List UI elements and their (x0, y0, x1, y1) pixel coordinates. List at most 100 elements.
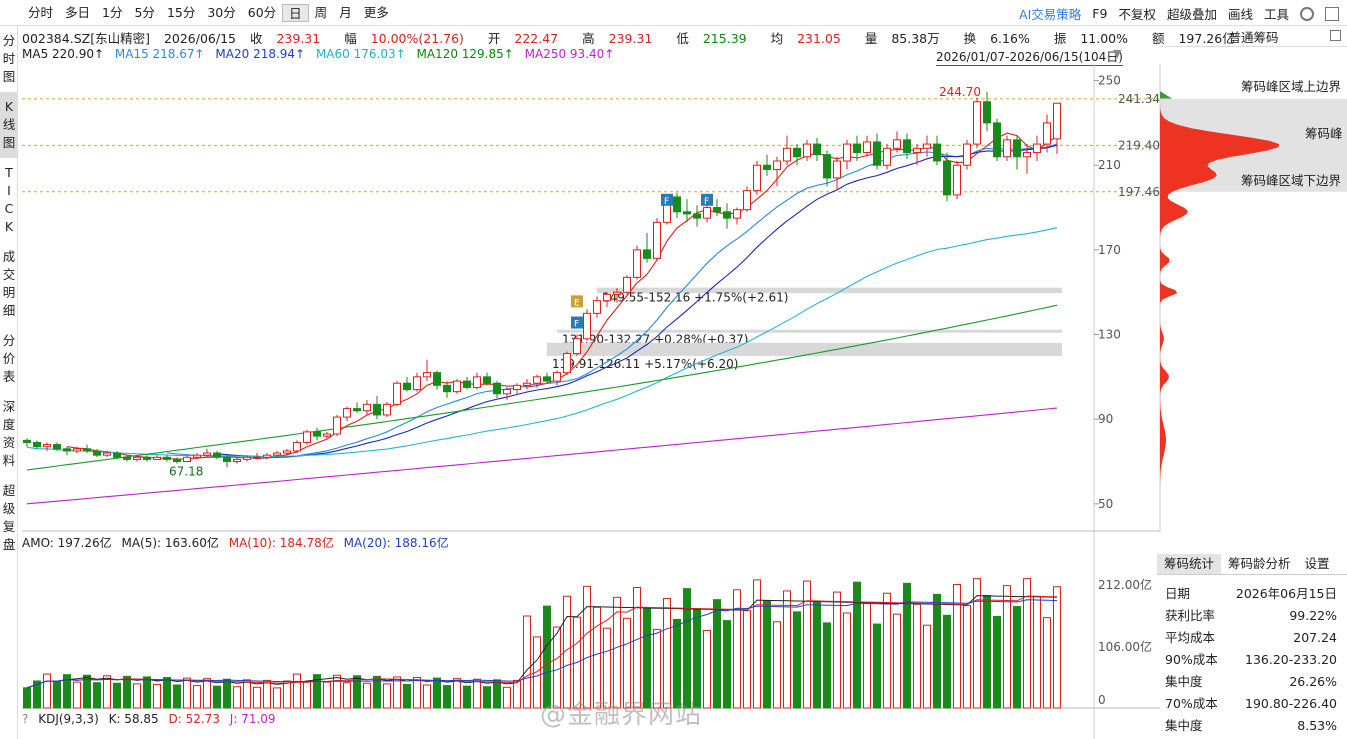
volume-bar (703, 629, 711, 709)
chip-stat-row: 集中度 8.53% (1165, 715, 1337, 737)
y-tick-label: 170 (1098, 243, 1121, 257)
avg-value: 231.05 (797, 31, 841, 46)
volume-bar (923, 624, 931, 709)
volume-bar (583, 585, 591, 709)
volume-bar (973, 578, 981, 709)
candle-body (43, 444, 51, 448)
volume-bar (863, 602, 871, 709)
sidebar-item-6[interactable]: 超级复盘 (2, 483, 16, 552)
period-tabs: 分时 多日 1分 5分 15分 30分 60分日周月更多 (22, 4, 395, 22)
close-icon[interactable] (1330, 30, 1341, 41)
period-tab-9[interactable]: 月 (339, 5, 352, 20)
vol-label: 量 (864, 31, 878, 46)
volume-bar (763, 600, 771, 709)
volume-bar (123, 675, 131, 709)
period-tab-0[interactable]: 分时 (28, 5, 54, 20)
volume-axis-label: 106.00亿 (1098, 639, 1152, 654)
toolbar-right: AI交易策略 F9 不复权 超级叠加 画线 工具 (1019, 4, 1339, 23)
signal-marker (661, 193, 673, 206)
quote-date: 2026/06/15 (163, 31, 236, 46)
window-icon[interactable] (1325, 6, 1339, 21)
candle-body (583, 312, 591, 340)
volume-bar (1003, 585, 1011, 709)
range-dropdown-icon[interactable]: ▼ (1113, 47, 1122, 60)
ma15-line (166, 143, 1058, 459)
ma20-legend: MA20 218.94↑ (215, 47, 306, 61)
volume-bar (903, 582, 911, 709)
candle-body (483, 376, 491, 384)
chip-panel-title: 普通筹码 (1160, 27, 1347, 47)
candle-body (593, 300, 601, 314)
tools-button[interactable]: 工具 (1263, 7, 1289, 22)
ai-strategy-button[interactable]: AI交易策略 (1019, 7, 1082, 22)
candle-body (1003, 139, 1011, 158)
candle-body (213, 452, 221, 458)
draw-line-button[interactable]: 画线 (1227, 7, 1253, 22)
chip-tab-2[interactable]: 设置 (1304, 556, 1330, 571)
candle-body (523, 382, 531, 386)
period-tab-8[interactable]: 周 (314, 5, 328, 20)
candle-body (473, 376, 481, 388)
amplitude-value: 11.00% (1080, 31, 1128, 46)
candle-body (623, 276, 631, 293)
sidebar-item-5[interactable]: 深度资料 (2, 399, 16, 468)
period-tab-3[interactable]: 5分 (134, 5, 155, 20)
volume-bar (793, 611, 801, 709)
candle-body (313, 431, 321, 437)
candle-body (573, 338, 581, 355)
gear-icon[interactable] (1300, 6, 1314, 21)
period-tab-1[interactable]: 多日 (65, 5, 91, 20)
overlay-button[interactable]: 超级叠加 (1166, 7, 1217, 22)
period-tab-4[interactable]: 15分 (166, 5, 196, 20)
y-tick-label: 130 (1098, 328, 1121, 342)
amo-legend: AMO: 197.26亿 MA(5): 163.60亿 MA(10): 184.… (22, 534, 455, 551)
volume-bar (843, 612, 851, 709)
adjust-button[interactable]: 不复权 (1118, 7, 1156, 22)
chip-stat-value: 2026年06月15日 (1235, 586, 1337, 601)
candle-body (753, 164, 761, 192)
candle-body (403, 382, 411, 391)
sidebar-item-4[interactable]: 分价表 (2, 333, 16, 384)
candle-body (553, 372, 561, 382)
volume-bar (943, 614, 951, 709)
high-value: 239.31 (608, 31, 653, 46)
chip-tab-1[interactable]: 筹码龄分析 (1228, 556, 1291, 571)
high-marker: 244.70 (939, 85, 981, 99)
period-tab-6[interactable]: 60分 (247, 5, 277, 20)
candle-body (273, 452, 281, 456)
chip-tab-0[interactable]: 筹码统计 (1157, 554, 1222, 574)
period-tab-2[interactable]: 1分 (102, 5, 123, 20)
volume-bar (813, 601, 821, 709)
volume-bar (353, 675, 361, 709)
volume-axis-label: 0 (1098, 693, 1106, 707)
sidebar-item-3[interactable]: 成交明细 (2, 249, 16, 318)
period-tab-7[interactable]: 日 (282, 4, 309, 22)
amplitude-label: 振 (1053, 31, 1067, 46)
f9-button[interactable]: F9 (1092, 6, 1108, 21)
period-tab-5[interactable]: 30分 (207, 5, 236, 20)
volume-bar (203, 678, 211, 709)
volume-bar (1013, 606, 1021, 709)
candle-body (863, 141, 871, 154)
period-tab-10[interactable]: 更多 (363, 5, 389, 20)
candle-body (503, 389, 511, 395)
chip-stat-key: 日期 (1165, 586, 1191, 601)
volume-bar (683, 588, 691, 709)
chip-price-lower: 197.46 (1118, 185, 1160, 199)
amo-ma10: MA(10): 184.78亿 (228, 536, 334, 550)
candle-body (693, 213, 701, 219)
chip-stat-key: 90%成本 (1165, 652, 1218, 667)
volume-bar (103, 675, 111, 709)
candle-body (343, 408, 351, 418)
kdj-k: K: 58.85 (108, 712, 159, 726)
sidebar-item-0[interactable]: 分时图 (2, 33, 16, 84)
candle-body (993, 122, 1001, 158)
chip-stat-value: 190.80-226.40 (1245, 696, 1337, 711)
volume-bar (93, 682, 101, 709)
date-range[interactable]: 2026/01/07-2026/06/15(104日) (936, 50, 1123, 66)
open-value: 222.47 (514, 31, 559, 46)
amo-ma20-line (26, 599, 1058, 689)
